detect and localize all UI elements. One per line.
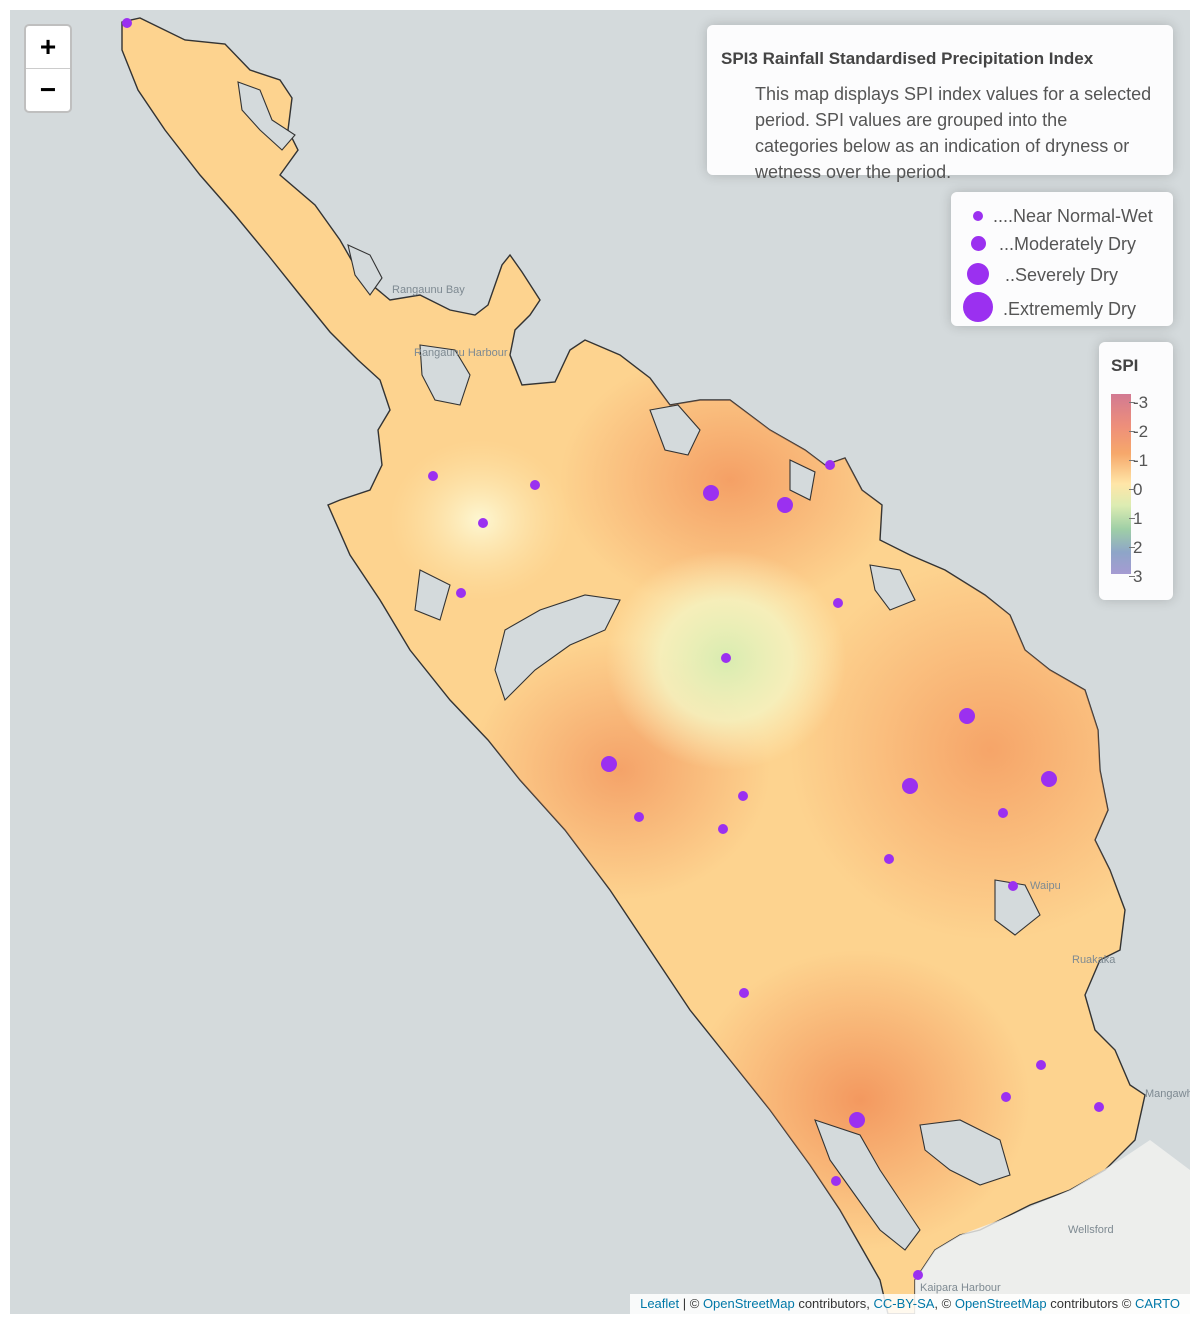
size-legend-item-moderately-dry: ...Moderately Dry: [951, 230, 1173, 260]
station-marker-near-normal[interactable]: [718, 824, 728, 834]
cc-by-sa-link[interactable]: CC-BY-SA: [873, 1296, 935, 1311]
station-marker-near-normal[interactable]: [1094, 1102, 1104, 1112]
spi-tick: -2: [1128, 422, 1149, 441]
station-marker-near-normal[interactable]: [721, 653, 731, 663]
station-markers: [122, 18, 1104, 1280]
station-marker-near-normal[interactable]: [884, 854, 894, 864]
station-marker-near-normal[interactable]: [833, 598, 843, 608]
station-marker-near-normal[interactable]: [1008, 881, 1018, 891]
place-label-ruakaka: Ruakaka: [1072, 954, 1116, 966]
station-marker-near-normal[interactable]: [738, 791, 748, 801]
station-marker-near-normal[interactable]: [634, 812, 644, 822]
station-marker-near-normal[interactable]: [998, 808, 1008, 818]
place-label-waipu: Waipu: [1030, 880, 1061, 892]
spi-tick: 0: [1128, 480, 1143, 499]
map-canvas[interactable]: [10, 10, 1190, 1314]
station-marker-near-normal[interactable]: [478, 518, 488, 528]
legend-dot-small-icon: [973, 211, 983, 221]
size-legend: ....Near Normal-Wet ...Moderately Dry ..…: [951, 192, 1173, 326]
station-marker-near-normal[interactable]: [831, 1176, 841, 1186]
legend-dot-xlarge-icon: [963, 292, 993, 322]
place-label-rangaunu-harbour: Rangaunu Harbour: [414, 347, 508, 359]
spi-tick: -1: [1128, 451, 1149, 470]
place-label-kaipara-harbour: Kaipara Harbour: [920, 1282, 1001, 1294]
station-marker-moderately-dry[interactable]: [959, 708, 975, 724]
info-description: This map displays SPI index values for a…: [755, 84, 1152, 182]
osm-link[interactable]: OpenStreetMap: [702, 1296, 795, 1311]
info-panel: SPI3 Rainfall Standardised Precipitation…: [707, 25, 1173, 182]
size-legend-item-near-normal-wet: ....Near Normal-Wet: [951, 202, 1173, 232]
spi-tick: 2: [1128, 538, 1143, 557]
spi-legend-title: SPI: [1111, 356, 1139, 375]
auckland-region: [915, 1140, 1190, 1314]
carto-link[interactable]: CARTO: [1134, 1296, 1180, 1311]
osm-link-2[interactable]: OpenStreetMap: [954, 1296, 1047, 1311]
station-marker-moderately-dry[interactable]: [777, 497, 793, 513]
spi-color-ramp: [1111, 394, 1131, 574]
place-label-mangawhai: Mangawhai: [1145, 1088, 1190, 1100]
station-marker-near-normal[interactable]: [913, 1270, 923, 1280]
station-marker-moderately-dry[interactable]: [703, 485, 719, 501]
station-marker-near-normal[interactable]: [456, 588, 466, 598]
station-marker-moderately-dry[interactable]: [849, 1112, 865, 1128]
map-attribution: Leaflet | © OpenStreetMap contributors, …: [630, 1294, 1190, 1314]
station-marker-near-normal[interactable]: [1001, 1092, 1011, 1102]
zoom-in-button[interactable]: +: [39, 31, 57, 62]
station-marker-moderately-dry[interactable]: [601, 756, 617, 772]
spi-tick: 1: [1128, 509, 1143, 528]
station-marker-near-normal[interactable]: [428, 471, 438, 481]
place-label-rangaunu-bay: Rangaunu Bay: [392, 284, 465, 296]
station-marker-moderately-dry[interactable]: [902, 778, 918, 794]
station-marker-moderately-dry[interactable]: [1041, 771, 1057, 787]
station-marker-near-normal[interactable]: [825, 460, 835, 470]
info-title: SPI3 Rainfall Standardised Precipitation…: [721, 49, 1094, 68]
harbours: [237, 81, 1041, 1251]
map-view[interactable]: Rangaunu Bay Rangaunu Harbour Kaipara Ha…: [10, 10, 1190, 1314]
zoom-out-button[interactable]: −: [26, 68, 70, 111]
spi-legend: SPI -3 -2 -1 0 1 2 3: [1099, 342, 1173, 600]
spi-tick: 3: [1128, 567, 1143, 586]
spi-tick: -3: [1128, 393, 1149, 412]
size-legend-item-severely-dry: ..Severely Dry: [951, 258, 1173, 288]
size-legend-item-extremely-dry: .Extrememly Dry: [951, 290, 1173, 322]
zoom-control: + −: [24, 24, 72, 113]
place-label-wellsford: Wellsford: [1068, 1224, 1114, 1236]
station-marker-near-normal[interactable]: [1036, 1060, 1046, 1070]
station-marker-near-normal[interactable]: [739, 988, 749, 998]
leaflet-link[interactable]: Leaflet: [640, 1296, 680, 1311]
legend-dot-large-icon: [967, 263, 989, 285]
station-marker-near-normal[interactable]: [530, 480, 540, 490]
station-marker-near-normal[interactable]: [122, 18, 132, 28]
legend-dot-medium-icon: [971, 236, 986, 251]
